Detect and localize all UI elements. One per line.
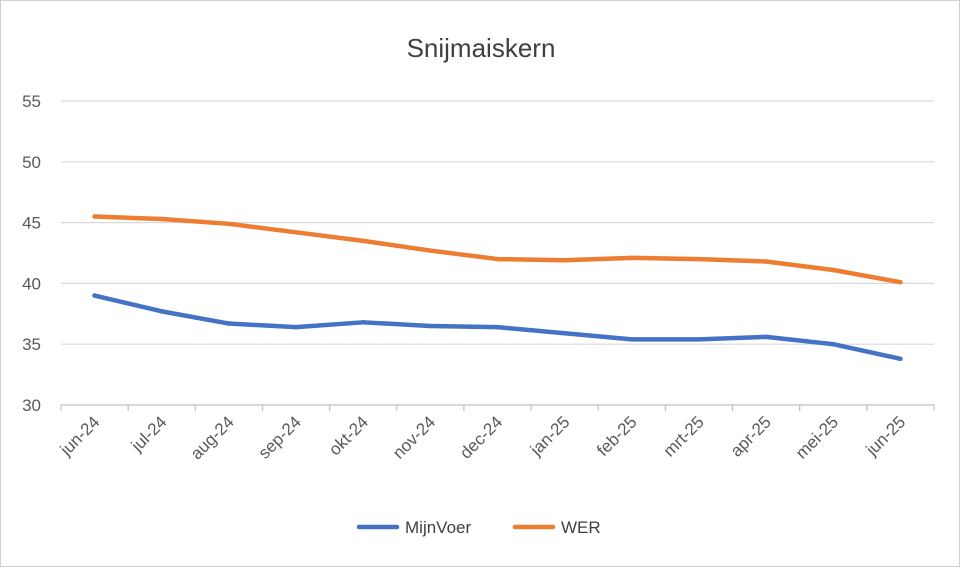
data-point bbox=[226, 221, 232, 227]
x-tick-label: feb-25 bbox=[593, 412, 641, 460]
x-tick-label: mrt-25 bbox=[660, 412, 708, 460]
data-point bbox=[360, 320, 366, 325]
data-point bbox=[831, 267, 836, 273]
data-point bbox=[159, 216, 164, 222]
data-point bbox=[696, 256, 702, 262]
data-point bbox=[562, 258, 567, 263]
x-tick-label: dec-24 bbox=[456, 412, 506, 462]
y-tick-label: 35 bbox=[22, 335, 41, 354]
legend-label: MijnVoer bbox=[405, 518, 471, 537]
x-tick-label: jun-25 bbox=[862, 412, 910, 460]
x-tick-label: jun-24 bbox=[56, 412, 104, 460]
x-tick-label: jul-24 bbox=[127, 412, 171, 456]
x-tick-label: aug-24 bbox=[187, 412, 238, 463]
data-point bbox=[159, 309, 164, 314]
data-point bbox=[831, 341, 836, 347]
data-point bbox=[898, 279, 903, 285]
data-point bbox=[696, 337, 702, 342]
y-tick-label: 55 bbox=[22, 92, 41, 111]
data-point bbox=[562, 331, 567, 336]
y-tick-label: 45 bbox=[22, 214, 41, 233]
y-axis: 30 35 40 45 50 55 bbox=[22, 92, 41, 415]
y-tick-label: 30 bbox=[22, 396, 41, 415]
data-point bbox=[92, 214, 97, 219]
data-point bbox=[293, 324, 299, 330]
data-point bbox=[428, 248, 433, 253]
data-point bbox=[495, 256, 500, 262]
y-tick-label: 50 bbox=[22, 153, 41, 172]
x-tick-label: okt-24 bbox=[325, 412, 372, 459]
x-tick-label: sep-24 bbox=[255, 412, 305, 462]
data-point bbox=[360, 238, 366, 244]
x-tick-label: nov-24 bbox=[389, 412, 439, 462]
data-point bbox=[629, 337, 635, 342]
series-lines bbox=[92, 214, 903, 362]
data-point bbox=[629, 255, 635, 261]
series-line-wer bbox=[92, 214, 903, 285]
data-point bbox=[898, 356, 903, 362]
data-point bbox=[293, 230, 299, 235]
data-point bbox=[92, 293, 97, 298]
data-point bbox=[763, 334, 769, 340]
x-tick-label: mei-25 bbox=[792, 412, 842, 462]
data-point bbox=[226, 321, 232, 326]
data-point bbox=[428, 323, 433, 329]
legend: MijnVoer WER bbox=[356, 518, 601, 537]
x-tick-label: jan-25 bbox=[526, 412, 574, 460]
y-tick-label: 40 bbox=[22, 274, 41, 293]
legend-label: WER bbox=[561, 518, 601, 537]
data-point bbox=[495, 324, 500, 330]
x-axis: jun-24 jul-24 aug-24 sep-24 okt-24 nov-24 dec-… bbox=[56, 404, 935, 463]
data-point bbox=[763, 259, 769, 264]
chart-title: Snijmaiskern bbox=[407, 33, 556, 63]
x-tick-label: apr-25 bbox=[727, 412, 775, 460]
